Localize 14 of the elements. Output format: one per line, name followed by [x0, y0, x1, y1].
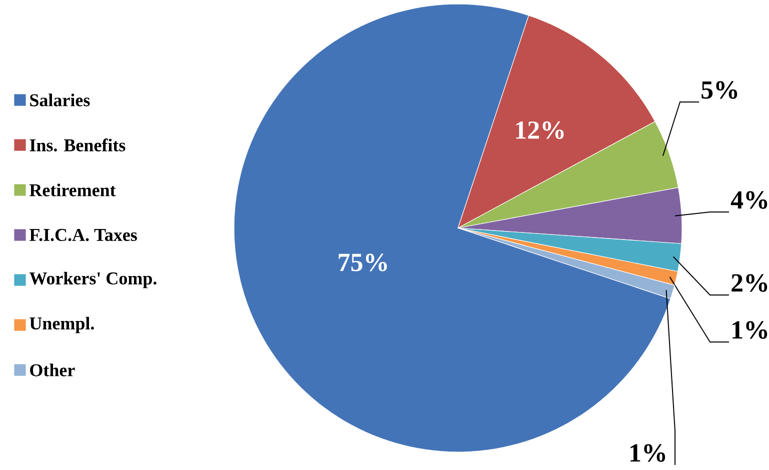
- data-label: 1%: [630, 444, 666, 462]
- legend-label: Salaries: [30, 94, 90, 106]
- legend-label: Workers' Comp.: [29, 272, 156, 288]
- data-label: 75%: [338, 254, 387, 272]
- legend-label: Unempl.: [30, 316, 94, 334]
- data-label: 5%: [702, 81, 738, 99]
- legend-label: F.I.C.A. Taxes: [30, 228, 137, 242]
- data-label: 2%: [732, 274, 768, 292]
- data-label: 1%: [732, 321, 768, 339]
- legend-label: Ins. Benefits: [30, 138, 126, 152]
- data-label: 12%: [516, 121, 564, 140]
- data-label: 4%: [730, 191, 768, 209]
- legend-label: Other: [30, 364, 75, 376]
- legend-label: Retirement: [30, 184, 116, 196]
